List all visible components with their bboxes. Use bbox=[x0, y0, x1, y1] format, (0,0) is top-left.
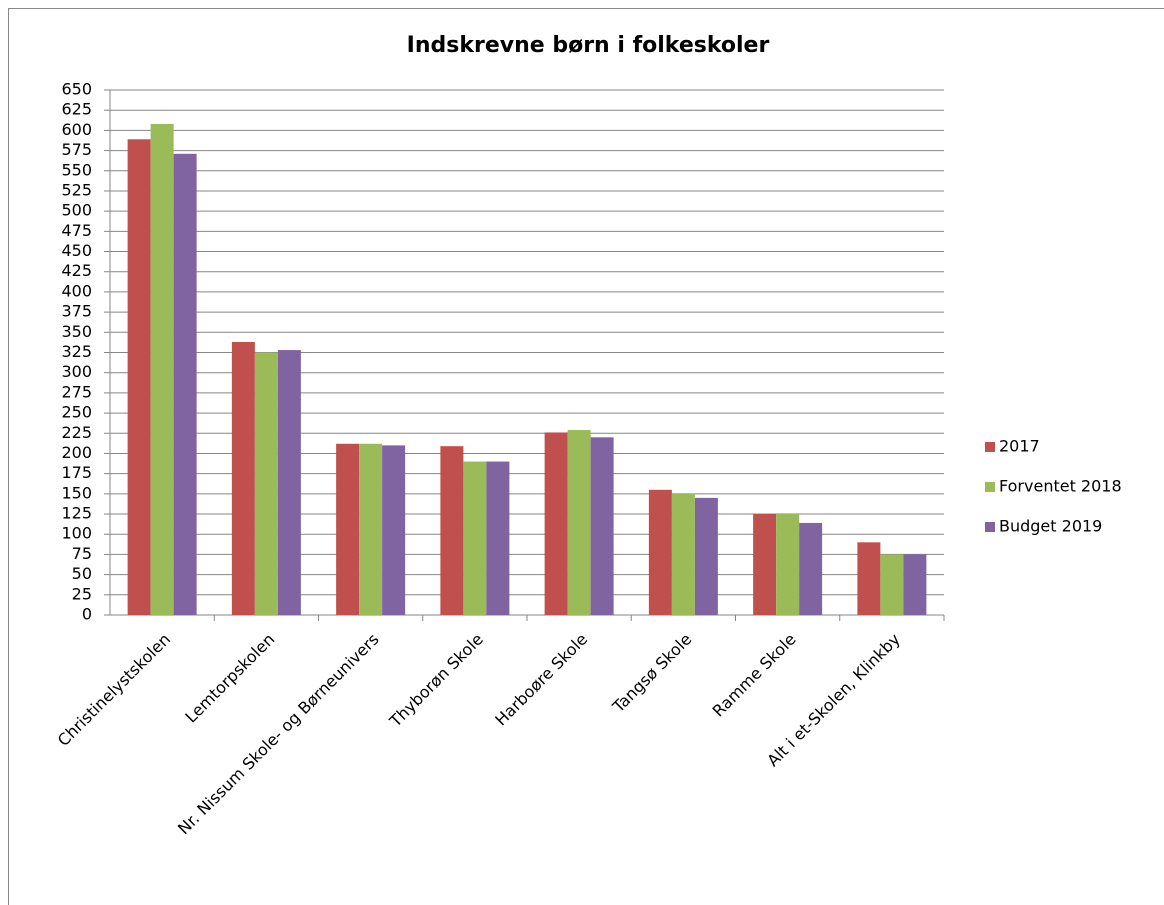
y-tick-label: 600 bbox=[61, 120, 92, 139]
y-tick-label: 400 bbox=[61, 281, 92, 300]
y-tick-label: 375 bbox=[61, 302, 92, 321]
legend-label: 2017 bbox=[999, 437, 1040, 456]
bar bbox=[903, 554, 927, 615]
bar bbox=[127, 139, 151, 615]
bar bbox=[359, 443, 383, 615]
y-tick-label: 50 bbox=[72, 564, 92, 583]
y-tick-label: 425 bbox=[61, 261, 92, 280]
bar bbox=[776, 514, 800, 615]
bar bbox=[277, 350, 301, 615]
y-tick-label: 125 bbox=[61, 504, 92, 523]
y-tick-label: 350 bbox=[61, 322, 92, 341]
y-tick-label: 150 bbox=[61, 483, 92, 502]
bar bbox=[567, 430, 591, 615]
y-tick-label: 325 bbox=[61, 342, 92, 361]
bar bbox=[336, 443, 360, 615]
y-tick-label: 500 bbox=[61, 201, 92, 220]
bar bbox=[694, 497, 718, 615]
bar bbox=[173, 153, 197, 616]
y-tick-label: 75 bbox=[72, 544, 92, 563]
bar bbox=[440, 446, 464, 615]
bar bbox=[590, 437, 614, 615]
bar bbox=[486, 461, 510, 615]
y-tick-label: 650 bbox=[61, 80, 92, 99]
y-tick-label: 250 bbox=[61, 403, 92, 422]
bar bbox=[254, 352, 278, 615]
y-tick-label: 300 bbox=[61, 362, 92, 381]
legend-swatch bbox=[985, 482, 995, 492]
legend-swatch bbox=[985, 442, 995, 452]
bar bbox=[150, 123, 174, 615]
legend-swatch bbox=[985, 522, 995, 532]
bar bbox=[880, 554, 904, 615]
y-tick-label: 550 bbox=[61, 160, 92, 179]
y-tick-label: 0 bbox=[82, 605, 92, 624]
bar bbox=[671, 493, 695, 615]
chart-title: Indskrevne børn i folkeskoler bbox=[407, 33, 770, 58]
y-tick-label: 225 bbox=[61, 423, 92, 442]
bar bbox=[231, 342, 255, 615]
legend-label: Budget 2019 bbox=[999, 517, 1102, 536]
y-tick-label: 575 bbox=[61, 140, 92, 159]
bar bbox=[857, 542, 881, 615]
y-tick-label: 450 bbox=[61, 241, 92, 260]
bar bbox=[544, 432, 568, 615]
y-tick-label: 475 bbox=[61, 221, 92, 240]
bar bbox=[382, 445, 406, 615]
y-tick-label: 100 bbox=[61, 524, 92, 543]
bar bbox=[648, 489, 672, 615]
y-tick-label: 525 bbox=[61, 180, 92, 199]
bar bbox=[799, 522, 823, 615]
y-tick-label: 175 bbox=[61, 463, 92, 482]
bar bbox=[753, 514, 777, 615]
y-tick-label: 25 bbox=[72, 584, 92, 603]
y-tick-label: 275 bbox=[61, 382, 92, 401]
y-tick-label: 625 bbox=[61, 100, 92, 119]
legend-label: Forventet 2018 bbox=[999, 477, 1122, 496]
y-tick-label: 200 bbox=[61, 443, 92, 462]
bar bbox=[463, 461, 487, 615]
